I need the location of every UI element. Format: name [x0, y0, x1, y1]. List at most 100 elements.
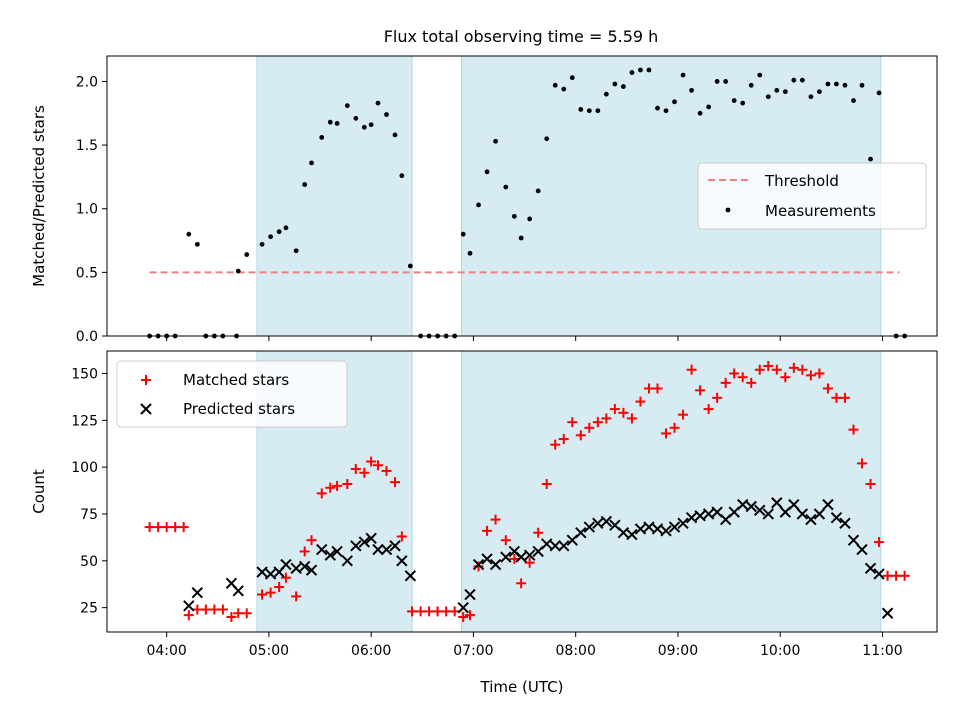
- legend-measurement-swatch: [725, 207, 731, 213]
- measurement-point: [782, 89, 788, 95]
- measurement-point: [740, 100, 746, 106]
- predicted-star-marker: [523, 549, 536, 561]
- measurement-point: [319, 135, 325, 140]
- predicted-marker-b: [508, 545, 521, 558]
- measurement-point: [276, 229, 282, 235]
- top-y-tick-label: 1.0: [76, 202, 98, 218]
- predicted-star-marker: [600, 515, 613, 528]
- predicted-marker-b: [305, 564, 318, 576]
- predicted-marker-b: [464, 588, 476, 601]
- matched-star-marker: [746, 377, 757, 388]
- predicted-marker-b: [856, 543, 868, 556]
- measurement-point: [834, 81, 839, 87]
- matched-star-marker: [558, 434, 569, 445]
- x-tick-label: 10:00: [760, 643, 800, 659]
- matched-star-marker: [291, 591, 302, 602]
- predicted-star-marker: [396, 555, 408, 567]
- predicted-star-marker: [805, 513, 817, 526]
- measurement-point: [859, 82, 865, 88]
- predicted-star-marker: [280, 558, 292, 571]
- predicted-marker-b: [191, 586, 204, 599]
- top-y-tick-label: 1.5: [76, 138, 98, 154]
- predicted-star-marker: [702, 508, 715, 520]
- legend-predicted-swatch-b: [140, 403, 152, 415]
- predicted-marker-b: [515, 551, 527, 563]
- predicted-marker-b: [264, 568, 277, 580]
- predicted-star-marker: [380, 543, 393, 556]
- measurement-point: [765, 94, 771, 100]
- measurement-point: [407, 263, 413, 269]
- predicted-star-marker: [668, 521, 681, 533]
- matched-star-marker: [848, 424, 859, 435]
- predicted-marker-b: [609, 519, 621, 531]
- predicted-marker-b: [457, 601, 469, 614]
- measurement-point: [569, 75, 575, 81]
- predicted-marker-b: [365, 532, 377, 545]
- matched-star-marker: [626, 413, 637, 424]
- predicted-marker-b: [702, 508, 715, 520]
- matched-star-marker: [241, 608, 252, 619]
- measurement-point: [309, 160, 314, 166]
- matched-star-marker: [482, 525, 493, 536]
- predicted-marker-b: [232, 585, 244, 597]
- matched-star-marker: [891, 570, 902, 581]
- matched-star-marker: [490, 514, 501, 525]
- predicted-marker-b: [396, 555, 408, 567]
- matched-star-marker: [601, 413, 612, 424]
- matched-star-marker: [306, 535, 317, 546]
- predicted-marker-b: [822, 498, 834, 511]
- measurement-point: [663, 108, 669, 114]
- bottom-panel: 25 50 75 100 125 150 04:00 05:00 06:00 07:00 08:00…: [30, 350, 938, 696]
- matched-star-marker: [797, 364, 808, 375]
- predicted-marker-b: [558, 540, 570, 552]
- matched-star-marker: [661, 428, 672, 439]
- matched-star-marker: [192, 604, 203, 615]
- matched-star-marker: [763, 360, 774, 371]
- measurement-point: [535, 188, 541, 194]
- predicted-marker-b: [762, 508, 774, 520]
- matched-star-marker: [500, 535, 511, 546]
- matched-star-marker: [217, 604, 228, 615]
- predicted-marker-b: [788, 498, 800, 511]
- measurement-point: [244, 252, 250, 257]
- predicted-marker-b: [372, 543, 384, 556]
- measurement-point: [680, 72, 686, 78]
- measurement-point: [334, 121, 340, 126]
- predicted-marker-b: [280, 558, 292, 571]
- matched-star-marker: [618, 407, 629, 418]
- measurement-point: [603, 91, 609, 97]
- predicted-star-marker: [788, 498, 800, 511]
- predicted-star-marker: [481, 553, 493, 565]
- matched-star-marker: [407, 606, 418, 617]
- predicted-marker-b: [472, 558, 485, 571]
- predicted-star-marker: [541, 538, 553, 550]
- chart-title: Flux total observing time = 5.59 h: [384, 27, 659, 46]
- top-panel: 0.0 0.5 1.0 1.5 2.0 Matched/Predicted stars Th…: [30, 55, 938, 345]
- predicted-marker-b: [651, 523, 664, 535]
- measurement-point: [552, 82, 558, 88]
- predicted-marker-b: [668, 521, 681, 533]
- predicted-marker-b: [358, 536, 371, 548]
- matched-star-marker: [441, 606, 452, 617]
- measurement-point: [706, 104, 712, 110]
- matched-star-marker: [567, 417, 578, 428]
- measurement-point: [302, 182, 308, 187]
- predicted-marker-b: [754, 504, 766, 516]
- measurement-point: [791, 77, 797, 83]
- predicted-star-marker: [298, 560, 311, 573]
- predicted-marker-b: [873, 568, 885, 580]
- predicted-star-marker: [232, 585, 244, 597]
- measurement-point: [799, 77, 805, 83]
- matched-star-marker: [865, 479, 876, 490]
- predicted-marker-b: [331, 545, 343, 558]
- matched-star-marker: [712, 392, 723, 403]
- measurement-point: [493, 138, 498, 144]
- bottom-y-tick-label: 125: [71, 413, 98, 429]
- predicted-star-marker: [873, 568, 885, 580]
- predicted-marker-b: [643, 521, 655, 533]
- predicted-star-marker: [305, 564, 318, 576]
- predicted-star-marker: [643, 521, 655, 533]
- predicted-star-marker: [489, 558, 502, 571]
- predicted-star-marker: [256, 566, 268, 578]
- measurement-point: [578, 107, 584, 112]
